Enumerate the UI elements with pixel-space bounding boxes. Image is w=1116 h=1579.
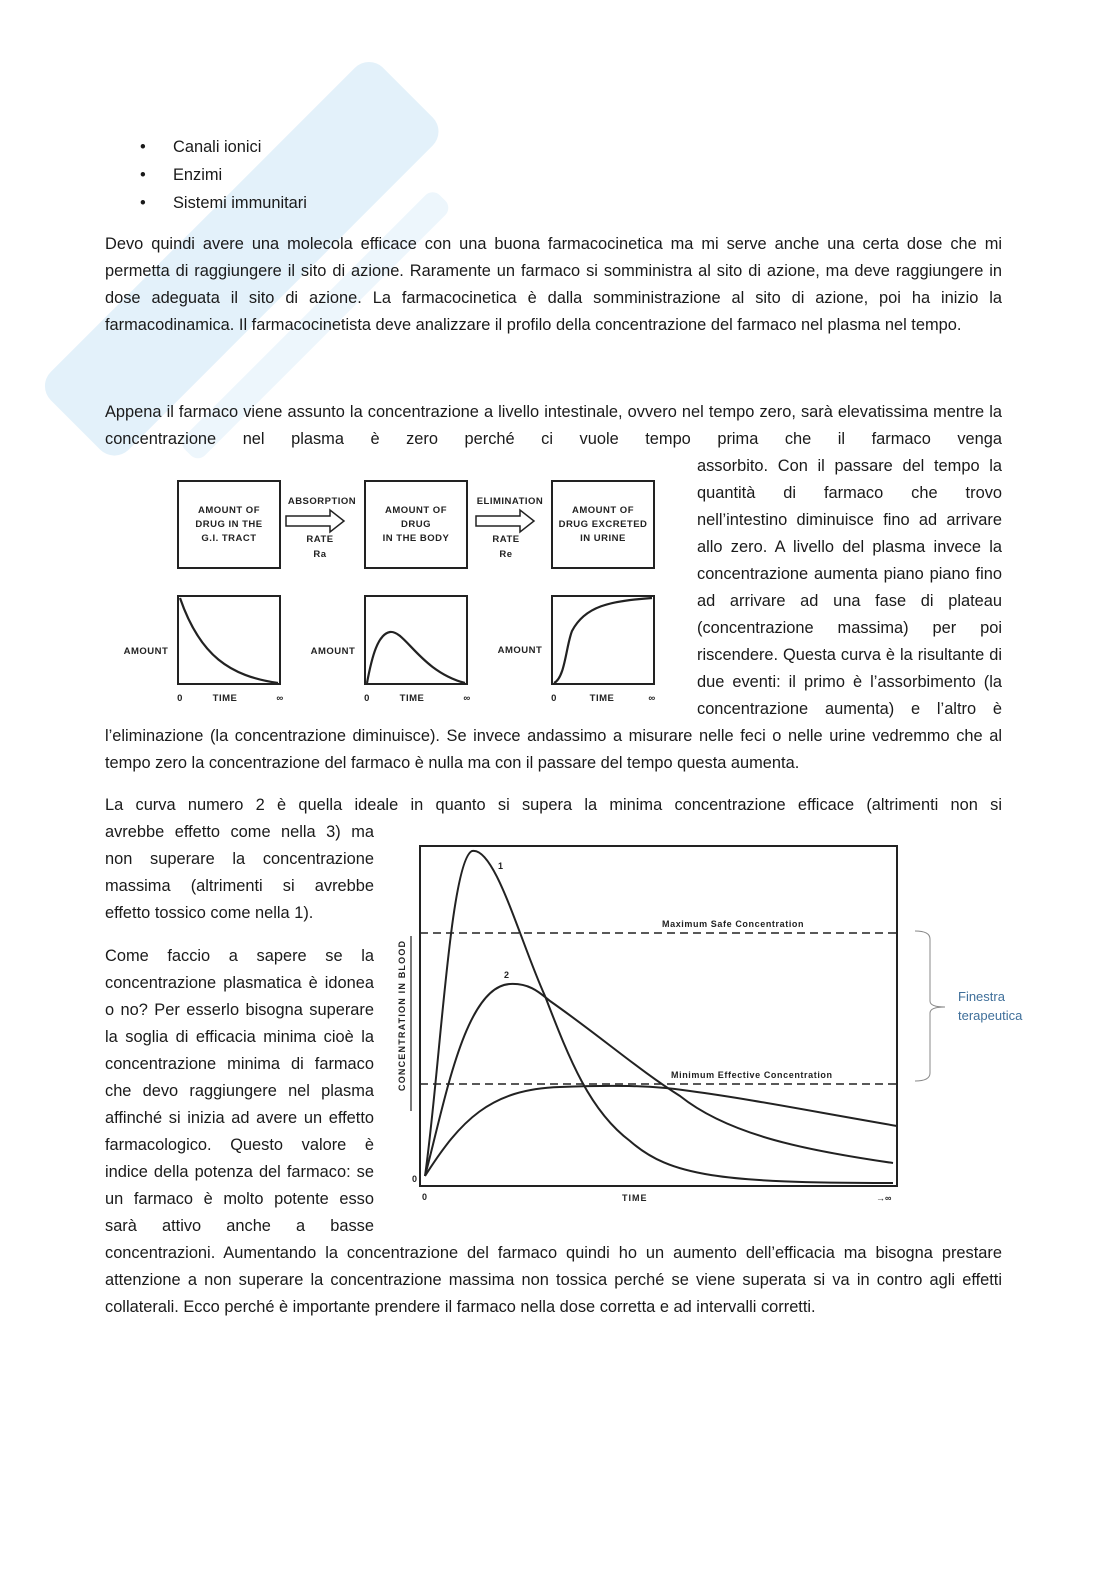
min-effective-label: Minimum Effective Concentration (671, 1070, 833, 1080)
svg-text:AMOUNT: AMOUNT (311, 646, 356, 657)
svg-text:Re: Re (499, 549, 512, 560)
document-page: Canali ionici Enzimi Sistemi immunitari … (0, 0, 1116, 1381)
svg-text:Finestra: Finestra (958, 989, 1006, 1004)
svg-text:G.I. TRACT: G.I. TRACT (201, 533, 256, 544)
svg-text:0: 0 (422, 1192, 427, 1202)
svg-text:IN THE BODY: IN THE BODY (383, 533, 450, 544)
list-item: Canali ionici (140, 133, 1002, 161)
arrow-elimination (475, 508, 536, 534)
svg-text:0: 0 (412, 1174, 417, 1184)
curve-2 (424, 982, 894, 1177)
svg-text:AMOUNT OF: AMOUNT OF (385, 505, 447, 516)
svg-text:DRUG EXCRETED: DRUG EXCRETED (559, 519, 648, 530)
curve-1 (424, 849, 894, 1184)
svg-text:DRUG: DRUG (401, 519, 431, 530)
arrow-absorption (285, 508, 346, 534)
paragraph-part: Come faccio a sapere se la concentrazion… (105, 947, 374, 1127)
curve-3 (424, 1084, 898, 1177)
svg-text:∞: ∞ (648, 693, 655, 704)
svg-text:0: 0 (364, 693, 370, 704)
max-safe-label: Maximum Safe Concentration (662, 919, 804, 929)
svg-text:AMOUNT: AMOUNT (124, 646, 169, 657)
curve-label: 2 (504, 970, 509, 980)
y-axis-label: CONCENTRATION IN BLOOD (397, 940, 407, 1091)
svg-text:0: 0 (551, 693, 557, 704)
paragraph: Come faccio a sapere se la concentrazion… (105, 943, 1002, 1321)
svg-text:→∞: →∞ (876, 1193, 892, 1203)
svg-text:AMOUNT: AMOUNT (498, 645, 543, 656)
box-gi-tract (177, 480, 281, 569)
concentration-time-figure: 1 2 Maximum Safe Concentration Minimum E… (397, 845, 1023, 1203)
paragraph: Appena il farmaco viene assunto la conce… (105, 403, 1002, 448)
bullet-list: Canali ionici Enzimi Sistemi immunitari (140, 133, 1002, 217)
svg-text:terapeutica: terapeutica (958, 1008, 1023, 1023)
list-item: Sistemi immunitari (140, 189, 1002, 217)
pharmacokinetics-compartment-diagram: AMOUNT OF DRUG IN THE G.I. TRACT AMOUNT … (124, 480, 655, 704)
svg-text:ELIMINATION: ELIMINATION (477, 496, 544, 507)
svg-text:TIME: TIME (400, 693, 425, 704)
box-body (364, 480, 468, 569)
list-item: Enzimi (140, 161, 1002, 189)
paragraph: avrebbe effetto come nella 3) ma non sup… (105, 823, 374, 922)
paragraph-part: farmacologico. Questo valore è indice de… (105, 1136, 1002, 1316)
curve-body-peak (365, 630, 466, 685)
curve-urine-rise (553, 596, 653, 685)
svg-text:TIME: TIME (213, 693, 238, 704)
paragraph-part: l’eliminazione (la concentrazione diminu… (105, 727, 1002, 772)
x-axis-label: TIME (622, 1193, 648, 1203)
paragraph: La curva numero 2 è quella ideale in qua… (105, 796, 1002, 814)
paragraph: assorbito. Con il passare del tempo la q… (105, 453, 1002, 777)
svg-text:∞: ∞ (463, 693, 470, 704)
paragraph-part: assorbito. Con il passare del tempo la q… (697, 457, 1002, 718)
svg-text:DRUG IN THE: DRUG IN THE (195, 519, 262, 530)
svg-text:TIME: TIME (590, 693, 615, 704)
plot-frame (419, 845, 898, 1187)
svg-text:Ra: Ra (313, 549, 326, 560)
svg-text:∞: ∞ (276, 693, 283, 704)
svg-text:AMOUNT OF: AMOUNT OF (198, 505, 260, 516)
svg-text:IN URINE: IN URINE (580, 533, 626, 544)
paragraph: Devo quindi avere una molecola efficace … (105, 235, 1002, 334)
therapeutic-window-label: Finestra terapeutica (958, 989, 1023, 1023)
figure-wrap: 1 2 Maximum Safe Concentration Minimum E… (105, 819, 1023, 1321)
svg-text:AMOUNT OF: AMOUNT OF (572, 505, 634, 516)
figure-wrap: AMOUNT OF DRUG IN THE G.I. TRACT AMOUNT … (105, 453, 1002, 777)
brace (914, 930, 946, 1082)
box-urine (551, 480, 655, 569)
svg-text:0: 0 (177, 693, 183, 704)
svg-text:ABSORPTION: ABSORPTION (288, 496, 356, 507)
svg-text:RATE: RATE (306, 534, 333, 545)
curve-label: 1 (498, 861, 503, 871)
svg-text:RATE: RATE (492, 534, 519, 545)
curve-gi-decay (178, 597, 279, 685)
